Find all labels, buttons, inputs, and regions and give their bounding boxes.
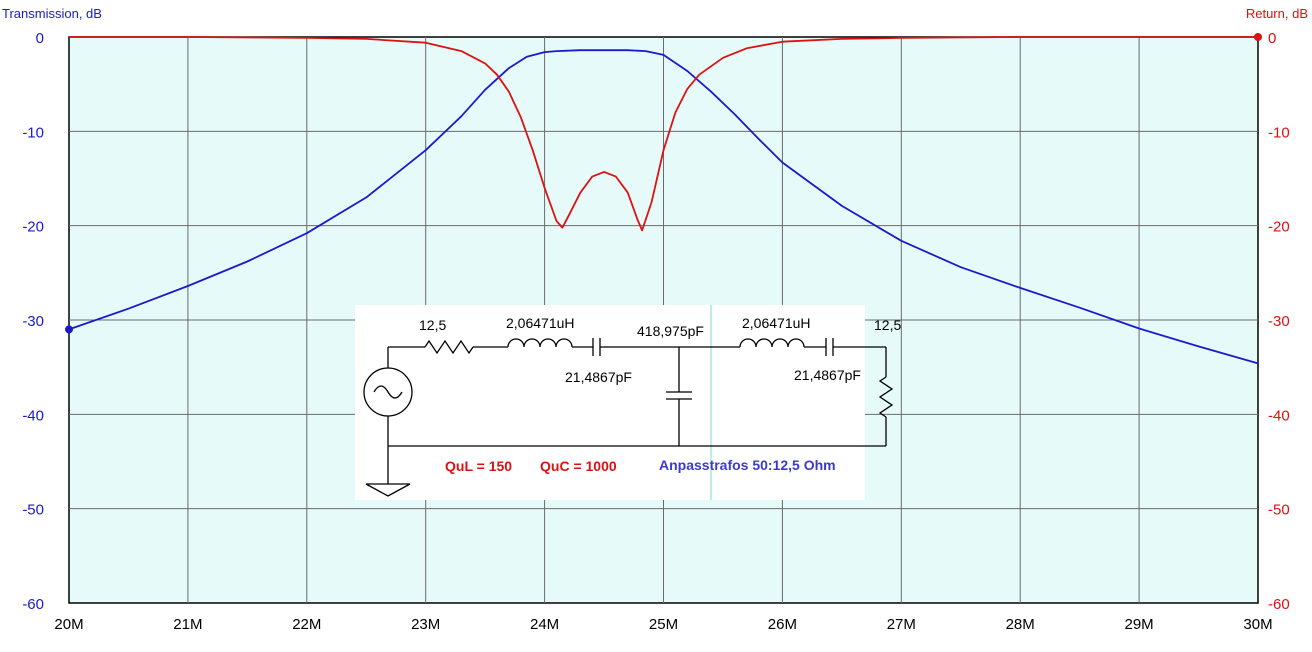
y-tick-label-left: -60 [22,596,44,613]
y-tick-label-right: -50 [1268,502,1290,519]
y-tick-label-right: 0 [1268,30,1276,47]
transmission-marker [65,325,73,334]
y-tick-label-left: -20 [22,219,44,236]
y-ticks-right: 0 -10 -20 -30 -40 -50 -60 [1268,30,1290,613]
x-tick-label: 26M [768,616,797,633]
quc-note: QuC = 1000 [540,458,617,474]
capacitor2-label: 21,4867pF [794,367,861,383]
y-tick-label-right: -40 [1268,407,1290,424]
x-ticks: 20M 21M 22M 23M 24M 25M 26M 27M 28M 29M 30M [54,616,1272,633]
source-resistor-label: 12,5 [419,317,446,333]
schematic-wires [363,338,894,497]
y-ticks-left: 0 -10 -20 -30 -40 -50 -60 [22,30,44,613]
x-tick-label: 30M [1243,616,1272,633]
x-tick-label: 23M [411,616,440,633]
x-tick-label: 27M [887,616,916,633]
y-tick-label-right: -60 [1268,596,1290,613]
y-tick-label-right: -20 [1268,219,1290,236]
y-tick-label-right: -10 [1268,124,1290,141]
grid-lines [69,37,1258,603]
schematic-background [355,305,865,500]
inductor1-label: 2,06471uH [506,315,575,331]
y-tick-label-left: -30 [22,313,44,330]
capacitor1-label: 21,4867pF [565,369,632,385]
series-group [65,33,1262,365]
x-tick-label: 24M [530,616,559,633]
x-tick-label: 21M [173,616,202,633]
inductor2-label: 2,06471uH [742,315,811,331]
qul-note: QuL = 150 [445,458,512,474]
y-tick-label-left: -10 [22,124,44,141]
y-axis-right-title: Return, dB [1246,6,1308,21]
y-tick-label-left: -50 [22,502,44,519]
x-tick-label: 25M [649,616,678,633]
y-tick-label-left: 0 [36,30,44,47]
x-tick-label: 28M [1006,616,1035,633]
y-tick-label-left: -40 [22,407,44,424]
y-axis-left-title: Transmission, dB [2,6,102,21]
series-line-transmission [68,49,1259,365]
series-line-return [69,36,1258,232]
transformer-note: Anpasstrafos 50:12,5 Ohm [659,457,836,473]
x-tick-label: 20M [54,616,83,633]
circuit-schematic: 12,5 2,06471uH 21,4867pF 418,975pF 2,064… [355,305,901,500]
shunt-capacitor-label: 418,975pF [637,323,704,339]
y-tick-label-right: -30 [1268,313,1290,330]
load-resistor-label: 12,5 [874,317,901,333]
x-tick-label: 22M [292,616,321,633]
return-marker [1254,33,1262,41]
x-tick-label: 29M [1125,616,1154,633]
